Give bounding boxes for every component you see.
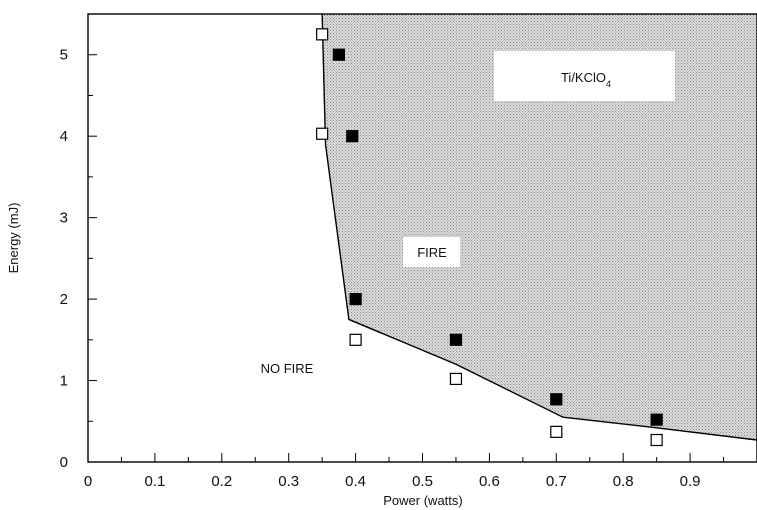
fire-point [349, 292, 362, 306]
x-tick-label: 0.7 [546, 473, 567, 490]
x-tick-label: 0.8 [613, 473, 634, 490]
fire-point [650, 413, 663, 426]
y-tick-label: 0 [60, 454, 68, 471]
x-tick-label: 0.4 [345, 473, 366, 490]
y-tick-label: 3 [60, 210, 68, 227]
data-points [316, 28, 663, 447]
fire-boundary-line [321, 13, 757, 441]
y-axis: 0 1 2 3 4 5 [60, 13, 97, 471]
y-tick-label: 2 [60, 291, 68, 308]
fire-point [550, 393, 563, 406]
y-axis-title: Energy (mJ) [6, 203, 21, 274]
fire-point [332, 48, 345, 61]
no-fire-label: NO FIRE [261, 361, 314, 376]
no-fire-point [449, 372, 463, 386]
x-tick-label: 0.6 [479, 473, 500, 490]
x-tick-label: 0.1 [144, 473, 165, 490]
x-axis: 0 0.1 0.2 0.3 0.4 0.5 0.6 0.7 0.8 0.9 [84, 453, 757, 490]
y-tick-label: 5 [60, 47, 68, 64]
x-tick-label: 0.9 [680, 473, 701, 490]
no-fire-point [550, 425, 563, 438]
material-label: Ti/KClO4 [561, 70, 611, 89]
no-fire-point [349, 333, 362, 346]
x-tick-label: 0.5 [412, 473, 433, 490]
x-tick-label: 0.2 [211, 473, 232, 490]
fire-point [449, 333, 463, 346]
x-tick-label: 0 [84, 473, 92, 490]
y-tick-label: 1 [60, 373, 68, 390]
fire-label-box [403, 237, 460, 267]
fire-point [346, 130, 359, 143]
x-axis-title: Power (watts) [383, 493, 462, 508]
no-fire-point [316, 127, 329, 140]
fire-label: FIRE [417, 245, 447, 260]
x-tick-label: 0.3 [278, 473, 299, 490]
no-fire-point [316, 28, 329, 41]
material-label-box [494, 51, 675, 101]
fire-region [322, 14, 757, 441]
no-fire-point [650, 433, 663, 447]
y-tick-label: 4 [60, 128, 68, 145]
